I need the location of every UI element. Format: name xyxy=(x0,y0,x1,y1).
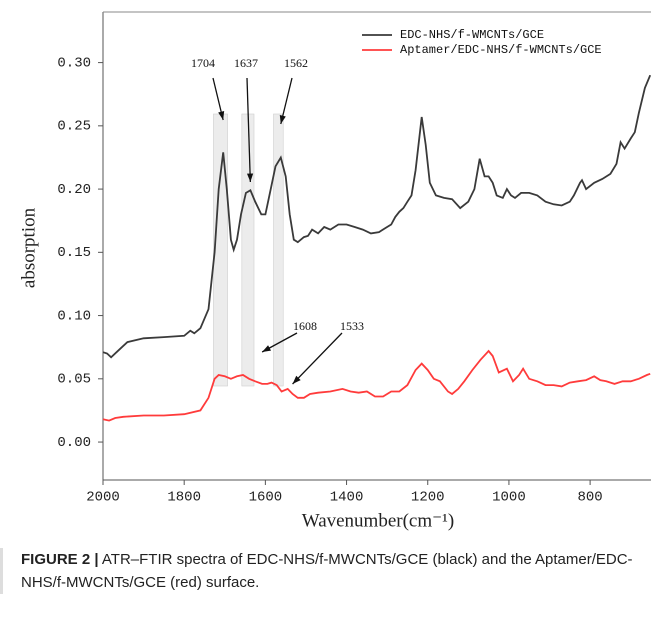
y-tick-label: 0.20 xyxy=(57,182,91,198)
caption-text: ATR–FTIR spectra of EDC-NHS/f-MWCNTs/GCE… xyxy=(21,551,633,591)
series-line xyxy=(102,74,651,359)
annotation-label: 1608 xyxy=(293,319,317,333)
x-tick-label: 1000 xyxy=(492,490,526,506)
highlight-band xyxy=(241,113,255,387)
arrow-head xyxy=(246,173,254,182)
annotation-label: 1562 xyxy=(284,56,308,70)
x-tick-label: 1600 xyxy=(249,490,283,506)
y-tick-label: 0.25 xyxy=(57,119,91,135)
caption-label: FIGURE 2 | xyxy=(21,551,99,568)
annotation-arrow xyxy=(292,332,343,385)
y-tick-label: 0.15 xyxy=(57,245,91,261)
x-axis-label: Wavenumber(cm⁻¹) xyxy=(302,510,454,531)
x-tick-label: 1400 xyxy=(330,490,364,506)
annotation-label: 1704 xyxy=(191,56,215,70)
legend-label: EDC-NHS/f-WMCNTs/GCE xyxy=(400,28,544,42)
arrow-head xyxy=(292,375,301,384)
x-tick-label: 1200 xyxy=(411,490,445,506)
series-line xyxy=(102,349,651,422)
arrow-head xyxy=(262,345,272,352)
x-tick-label: 2000 xyxy=(86,490,120,506)
x-tick-label: 1800 xyxy=(167,490,201,506)
y-tick-label: 0.05 xyxy=(57,372,91,388)
caption: FIGURE 2 | ATR–FTIR spectra of EDC-NHS/f… xyxy=(0,548,651,594)
annotation-arrow xyxy=(246,77,252,183)
y-tick-label: 0.00 xyxy=(57,435,91,451)
chart: Wavenumber(cm⁻¹) absorption 0.00 0.05 0.10… xyxy=(18,11,651,531)
x-tick-label: 800 xyxy=(578,490,603,506)
annotation-label: 1533 xyxy=(340,319,364,333)
y-tick-label: 0.30 xyxy=(57,55,91,71)
arrow-head xyxy=(279,115,286,124)
arrow-head xyxy=(218,111,225,120)
legend-label: Aptamer/EDC-NHS/f-WMCNTs/GCE xyxy=(400,43,602,57)
y-tick-label: 0.10 xyxy=(57,308,91,324)
annotation-label: 1637 xyxy=(234,56,258,70)
y-axis-label: absorption xyxy=(18,207,39,288)
